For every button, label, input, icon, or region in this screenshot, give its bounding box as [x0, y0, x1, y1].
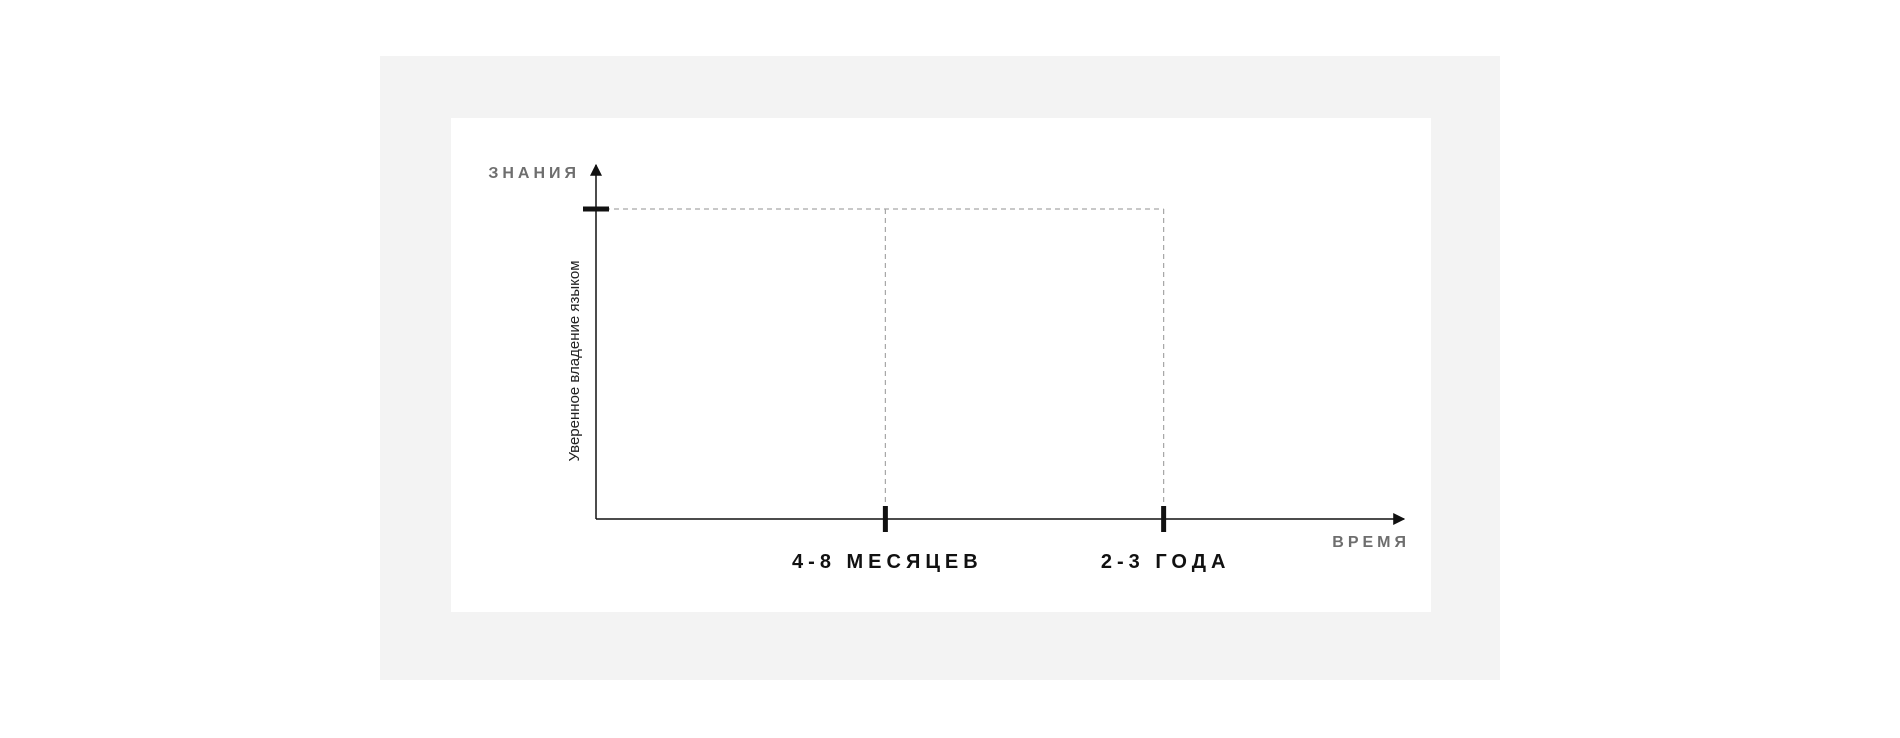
y-tick-label: Уверенное владение языком	[566, 260, 583, 461]
ticks: Уверенное владение языком 4-8 МЕСЯЦЕВ 2-3 …	[566, 206, 1231, 573]
y-axis-title: ЗНАНИЯ	[488, 165, 580, 182]
x-axis-title: ВРЕМЯ	[1332, 534, 1410, 551]
chart-panel	[451, 118, 1431, 612]
x-tick-label: 2-3 ГОДА	[1101, 551, 1231, 573]
x-tick-label: 4-8 МЕСЯЦЕВ	[792, 551, 983, 573]
guide-lines	[596, 208, 1165, 519]
